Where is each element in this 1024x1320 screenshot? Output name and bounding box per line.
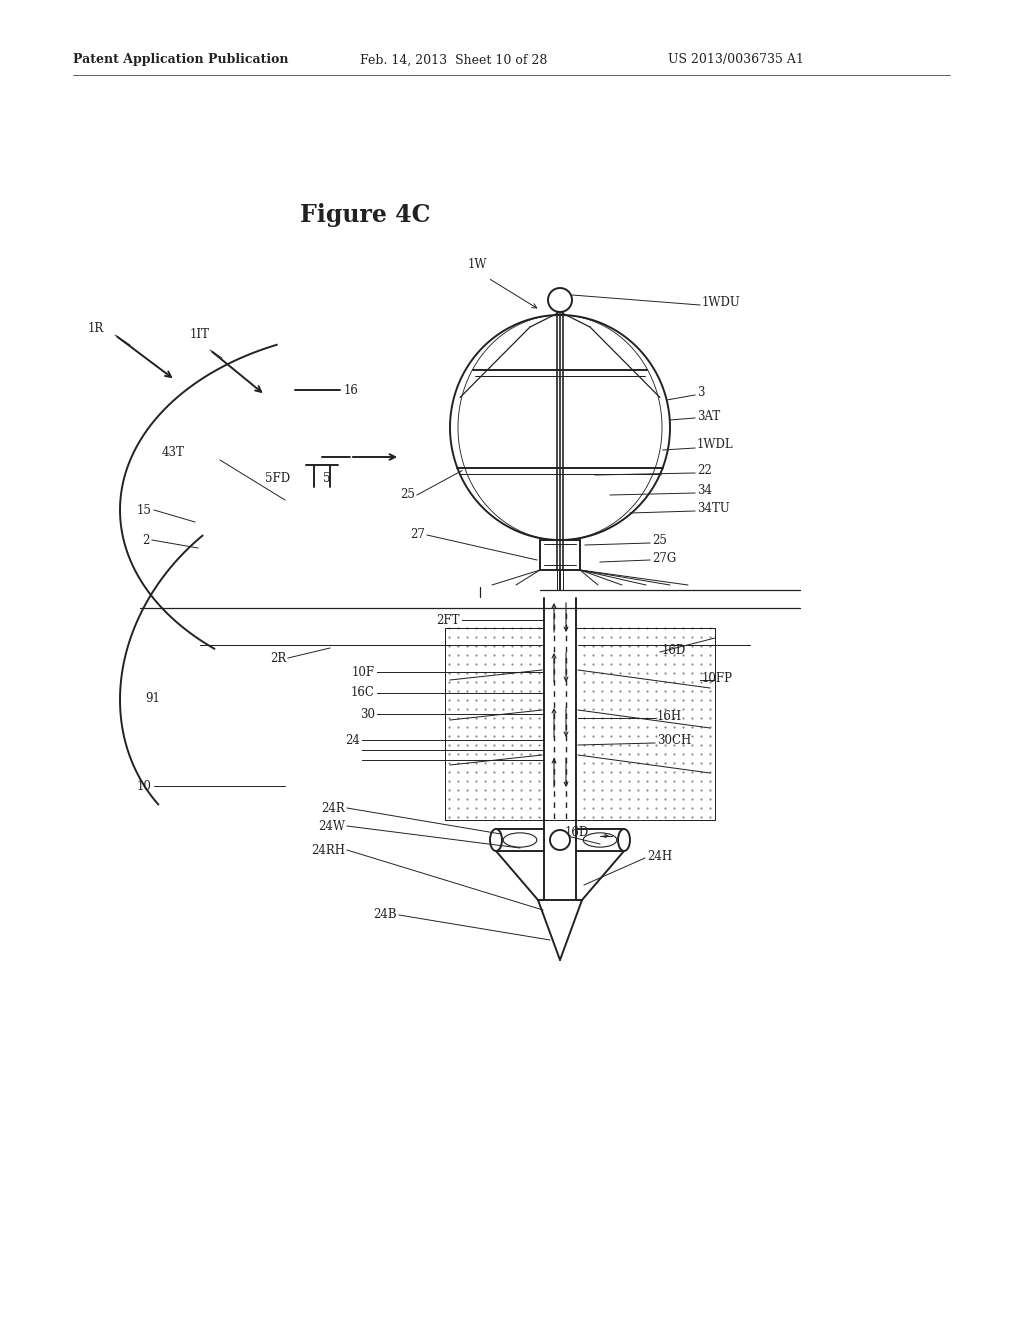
- Text: 16D: 16D: [662, 644, 686, 656]
- Text: 16C: 16C: [351, 686, 375, 700]
- Text: Figure 4C: Figure 4C: [300, 203, 430, 227]
- Text: 15: 15: [137, 503, 152, 516]
- Text: 10F: 10F: [352, 665, 375, 678]
- Text: 24: 24: [345, 734, 360, 747]
- Text: 24W: 24W: [318, 820, 345, 833]
- Text: 2R: 2R: [269, 652, 286, 664]
- Text: Feb. 14, 2013  Sheet 10 of 28: Feb. 14, 2013 Sheet 10 of 28: [360, 54, 548, 66]
- Text: 2: 2: [142, 533, 150, 546]
- Text: 2FT: 2FT: [436, 614, 460, 627]
- Text: US 2013/0036735 A1: US 2013/0036735 A1: [668, 54, 804, 66]
- Text: 34: 34: [697, 483, 712, 496]
- Text: 30CH: 30CH: [657, 734, 691, 747]
- Text: 25: 25: [400, 488, 415, 502]
- Text: 1W: 1W: [468, 259, 487, 272]
- Text: 24R: 24R: [322, 801, 345, 814]
- Text: 10: 10: [137, 780, 152, 792]
- Text: 24H: 24H: [647, 850, 672, 862]
- Text: 5: 5: [323, 471, 331, 484]
- Text: 25: 25: [652, 535, 667, 548]
- Text: 30: 30: [360, 708, 375, 721]
- Text: 3: 3: [697, 387, 705, 400]
- Text: 16D: 16D: [565, 826, 589, 840]
- Circle shape: [550, 830, 570, 850]
- Text: 1WDU: 1WDU: [702, 297, 740, 309]
- Text: 16H: 16H: [657, 710, 682, 722]
- Text: 22: 22: [697, 463, 712, 477]
- Text: 27: 27: [411, 528, 425, 541]
- Text: 43T: 43T: [162, 446, 185, 459]
- Text: 1IT: 1IT: [190, 329, 210, 342]
- Text: 27G: 27G: [652, 552, 676, 565]
- Text: 1R: 1R: [88, 322, 104, 334]
- Text: 34TU: 34TU: [697, 503, 730, 516]
- Text: 16: 16: [344, 384, 358, 396]
- Text: 24B: 24B: [374, 908, 397, 921]
- Text: 24RH: 24RH: [311, 843, 345, 857]
- Text: 3AT: 3AT: [697, 409, 720, 422]
- Text: Patent Application Publication: Patent Application Publication: [73, 54, 289, 66]
- Text: 10FP: 10FP: [702, 672, 733, 685]
- Circle shape: [548, 288, 572, 312]
- Text: 1WDL: 1WDL: [697, 438, 733, 451]
- Text: 91: 91: [145, 692, 160, 705]
- Text: 5FD: 5FD: [265, 471, 290, 484]
